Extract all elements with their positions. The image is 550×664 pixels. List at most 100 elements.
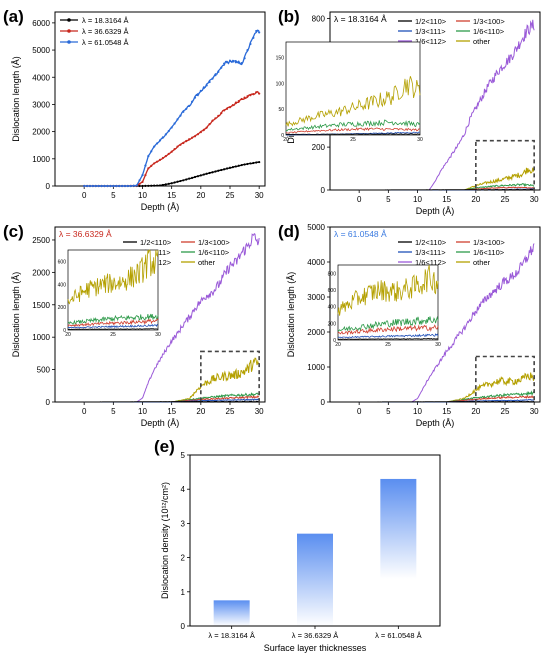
y-tick-label: 0	[46, 398, 51, 407]
series-marker	[92, 185, 94, 187]
series-marker	[235, 165, 237, 167]
panel-label: (d)	[278, 222, 300, 241]
x-tick-label: 5	[111, 191, 116, 200]
series-marker	[176, 118, 178, 120]
series-marker	[197, 93, 199, 95]
series-marker	[206, 126, 208, 128]
y-axis-label: Dislocation length (Å)	[286, 272, 296, 358]
series-marker	[147, 155, 149, 157]
series-marker	[206, 84, 208, 86]
series-marker	[141, 185, 143, 187]
series-marker	[229, 106, 231, 108]
series-marker	[188, 178, 190, 180]
y-tick-label: 3000	[307, 293, 325, 302]
y-tick-label: 0	[321, 398, 326, 407]
panel-b: 0510152025300200400600800Depth (Å)Disloc…	[276, 7, 540, 216]
inset-y-tick-label: 600	[328, 288, 337, 294]
panel-label: (b)	[278, 7, 300, 26]
series-marker	[130, 185, 132, 187]
series-marker	[226, 108, 228, 110]
legend-label: other	[473, 258, 491, 267]
inset-y-tick-label: 150	[276, 56, 285, 62]
inset-x-tick-label: 20	[283, 137, 289, 143]
bar	[214, 600, 250, 626]
y-tick-label: 3	[181, 519, 186, 528]
legend-label: 1/6<110>	[473, 248, 505, 257]
series-marker	[150, 165, 152, 167]
series-marker	[235, 102, 237, 104]
series-marker	[214, 117, 216, 119]
series-marker	[241, 164, 243, 166]
series-marker	[121, 185, 123, 187]
series-marker	[226, 167, 228, 169]
series-marker	[141, 181, 143, 183]
series-marker	[211, 120, 213, 122]
y-tick-label: 2500	[32, 236, 50, 245]
series-marker	[127, 185, 129, 187]
x-tick-label: 5	[386, 407, 391, 416]
inset-x-tick-label: 25	[110, 332, 116, 338]
series-marker	[194, 135, 196, 137]
series-marker	[191, 101, 193, 103]
series-marker	[144, 185, 146, 187]
y-tick-label: 500	[37, 366, 51, 375]
y-tick-label: 1000	[307, 363, 325, 372]
series-marker	[252, 162, 254, 164]
series-marker	[223, 168, 225, 170]
x-tick-label: 20	[471, 407, 480, 416]
series-marker	[182, 111, 184, 113]
series-line	[359, 168, 534, 190]
series-marker	[165, 183, 167, 185]
legend-label: 1/6<110>	[473, 27, 505, 36]
legend-label: 1/3<111>	[415, 248, 446, 257]
y-tick-label: 800	[312, 14, 326, 23]
series-marker	[232, 166, 234, 168]
y-tick-label: 4000	[32, 73, 50, 82]
panel-title: λ = 18.3164 Å	[334, 14, 387, 24]
series-marker	[232, 104, 234, 106]
x-tick-label: λ = 36.6329 Å	[292, 631, 339, 640]
series-marker	[194, 176, 196, 178]
series-line	[359, 401, 534, 402]
series-marker	[179, 144, 181, 146]
series-marker	[217, 71, 219, 73]
y-tick-label: 4000	[307, 258, 325, 267]
series-marker	[89, 185, 91, 187]
series-marker	[235, 61, 237, 63]
inset-x-tick-label: 30	[155, 332, 161, 338]
x-tick-label: 15	[167, 407, 176, 416]
y-tick-label: 3000	[32, 100, 50, 109]
series-marker	[252, 37, 254, 39]
x-tick-label: 25	[226, 191, 235, 200]
x-tick-label: 20	[196, 191, 205, 200]
series-marker	[249, 94, 251, 96]
series-marker	[153, 162, 155, 164]
x-tick-label: 15	[442, 195, 451, 204]
series-marker	[171, 151, 173, 153]
series-marker	[156, 142, 158, 144]
legend-label: 1/2<110>	[140, 238, 172, 247]
y-tick-label: 0	[321, 186, 326, 195]
legend-label: 1/3<111>	[415, 27, 446, 36]
series-marker	[138, 183, 140, 185]
series-marker	[229, 60, 231, 62]
x-tick-label: λ = 61.0548 Å	[375, 631, 422, 640]
series-marker	[168, 130, 170, 132]
series-marker	[185, 178, 187, 180]
series-marker	[203, 87, 205, 89]
inset-y-tick-label: 400	[58, 282, 67, 288]
series-marker	[165, 155, 167, 157]
series-marker	[156, 184, 158, 186]
x-tick-label: 25	[226, 407, 235, 416]
legend-label: 1/2<110>	[415, 17, 447, 26]
x-axis-label: Depth (Å)	[416, 206, 455, 216]
series-marker	[98, 185, 100, 187]
series-marker	[255, 30, 257, 32]
series-marker	[86, 185, 88, 187]
y-axis-label: Dislocation density (10¹²/cm²)	[160, 482, 170, 599]
y-tick-label: 5000	[32, 46, 50, 55]
series-marker	[203, 173, 205, 175]
